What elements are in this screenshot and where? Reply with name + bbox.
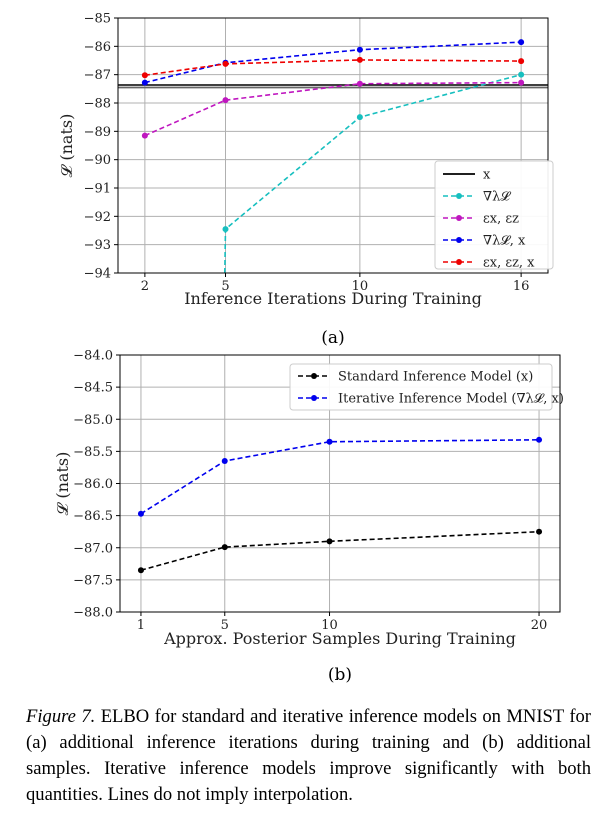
data-point (141, 72, 148, 79)
legend-label: x (483, 168, 491, 183)
y-tick-label: −86.5 (73, 509, 113, 524)
figure: −85 −86 −87 −88 −89 −90 −91 −92 −93 −94 2 5 10 16 Infe… (53, 12, 564, 686)
legend-label: εx, εz, x (483, 256, 535, 271)
legend-marker (456, 215, 462, 221)
series-line-2 (144, 81, 522, 137)
plot-area (137, 436, 543, 574)
panel-label: (b) (328, 665, 352, 685)
data-point (518, 79, 525, 86)
legend-marker (456, 259, 462, 265)
y-tick-label: −92 (84, 210, 111, 225)
legend-label: ∇λ𝓛, x (483, 234, 526, 249)
data-point (518, 58, 525, 65)
x-tick-label: 16 (513, 279, 530, 294)
series-line-2 (140, 439, 540, 515)
legend-label: ∇λ𝓛 (483, 190, 511, 205)
y-tick-label: −93 (84, 238, 111, 253)
x-tick-label: 2 (141, 279, 149, 294)
x-tick-label: 1 (137, 618, 145, 633)
series-line-1 (140, 530, 540, 572)
data-point (222, 60, 229, 67)
data-point (518, 71, 525, 78)
legend-marker (311, 395, 317, 401)
data-point (356, 46, 363, 53)
data-point (326, 538, 333, 545)
chart-panel-b: −84.0 −84.5 −85.0 −85.5 −86.0 −86.5 −87.0 −87.5… (53, 349, 564, 686)
data-point (137, 567, 144, 574)
y-tick-label: −84.5 (73, 381, 113, 396)
plot-area (118, 39, 548, 273)
data-point (326, 438, 333, 445)
legend-marker (311, 373, 317, 379)
legend-marker (456, 237, 462, 243)
y-tick-label: −87.5 (73, 573, 113, 588)
data-point (141, 79, 148, 86)
data-point (221, 458, 228, 465)
data-point (518, 39, 525, 46)
chart-panel-a: −85 −86 −87 −88 −89 −90 −91 −92 −93 −94 2 5 10 16 Infe… (57, 12, 554, 348)
y-tick-label: −84.0 (73, 349, 113, 364)
y-tick-label: −85 (84, 12, 111, 27)
legend-label: Standard Inference Model (x) (338, 370, 533, 385)
y-tick-label: −87.0 (73, 541, 113, 556)
y-tick-label: −85.5 (73, 445, 113, 460)
x-tick-label: 5 (221, 618, 229, 633)
data-point (221, 544, 228, 551)
series-line-4 (144, 59, 522, 77)
y-tick-label: −88.0 (73, 606, 113, 621)
figure-label: Figure 7. (26, 706, 96, 727)
y-tick-label: −88 (84, 97, 111, 112)
y-tick-label: −86 (84, 40, 111, 55)
data-point (356, 114, 363, 121)
data-point (222, 97, 229, 104)
axes-frame (117, 17, 549, 274)
data-point (222, 226, 229, 233)
data-point (141, 132, 148, 139)
y-tick-label: −90 (84, 153, 111, 168)
legend-marker (456, 193, 462, 199)
legend-box (434, 160, 554, 270)
x-tick-label: 10 (352, 279, 369, 294)
series-line-3 (144, 41, 522, 84)
data-point (137, 510, 144, 517)
y-tick-label: −86.0 (73, 477, 113, 492)
figure-caption: Figure 7. ELBO for standard and iterativ… (26, 704, 591, 808)
x-tick-label: 5 (221, 279, 229, 294)
x-tick-label: 10 (321, 618, 338, 633)
data-point (356, 56, 363, 63)
caption-text: ELBO for standard and iterative inferenc… (26, 706, 591, 805)
data-point (356, 80, 363, 87)
y-tick-label: −91 (84, 182, 111, 197)
data-point (536, 436, 543, 443)
legend-box (289, 363, 553, 411)
y-tick-label: −94 (84, 267, 111, 282)
panel-label: (a) (321, 328, 344, 348)
x-tick-label: 20 (531, 618, 548, 633)
legend-label: Iterative Inference Model (∇λ𝓛, x) (338, 392, 564, 407)
y-tick-label: −87 (84, 68, 111, 83)
y-tick-label: −89 (84, 125, 111, 140)
y-axis-label: 𝓛 (nats) (53, 452, 72, 516)
y-axis-label: 𝓛 (nats) (57, 114, 76, 178)
x-axis-label: Approx. Posterior Samples During Trainin… (163, 629, 516, 648)
legend-label: εx, εz (483, 212, 519, 227)
data-point (536, 528, 543, 535)
y-tick-label: −85.0 (73, 413, 113, 428)
x-axis-label: Inference Iterations During Training (184, 289, 482, 308)
series-line-1 (223, 73, 522, 273)
